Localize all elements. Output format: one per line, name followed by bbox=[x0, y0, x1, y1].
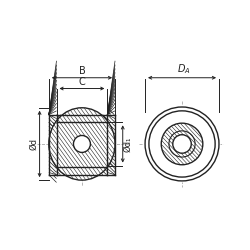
Circle shape bbox=[173, 135, 191, 153]
Text: $D_A$: $D_A$ bbox=[177, 62, 190, 76]
Text: Ød: Ød bbox=[30, 138, 39, 150]
Ellipse shape bbox=[49, 108, 115, 180]
Text: C: C bbox=[78, 77, 85, 87]
Circle shape bbox=[74, 136, 90, 152]
Bar bbox=[49, 115, 115, 175]
Ellipse shape bbox=[49, 108, 115, 180]
Bar bbox=[56, 167, 107, 175]
Text: B: B bbox=[78, 66, 85, 76]
Text: Ød₁: Ød₁ bbox=[124, 136, 132, 152]
Circle shape bbox=[144, 106, 220, 182]
Bar bbox=[56, 115, 107, 122]
Circle shape bbox=[161, 123, 203, 165]
